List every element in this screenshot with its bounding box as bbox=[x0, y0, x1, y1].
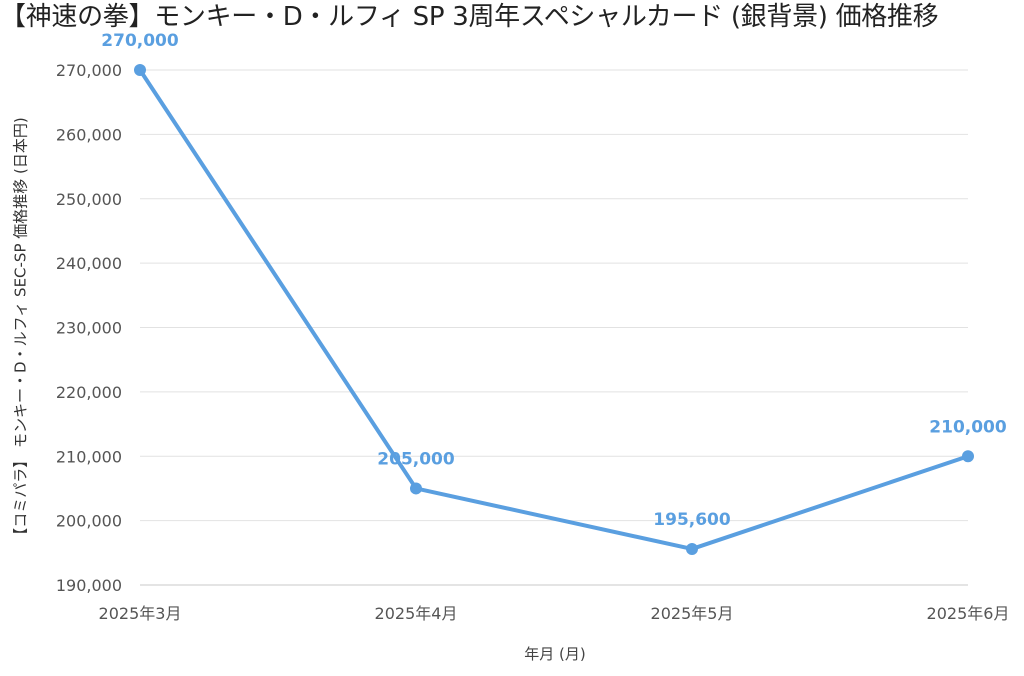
y-tick-label: 260,000 bbox=[56, 125, 122, 144]
data-point[interactable] bbox=[134, 64, 146, 76]
series-line-group bbox=[138, 68, 970, 551]
x-axis-label: 年月 (月) bbox=[524, 645, 586, 663]
x-tick-label: 2025年3月 bbox=[99, 604, 182, 623]
y-tick-label: 200,000 bbox=[56, 512, 122, 531]
y-tick-label: 270,000 bbox=[56, 61, 122, 80]
data-points bbox=[134, 64, 974, 555]
data-label: 270,000 bbox=[101, 31, 179, 51]
data-label: 205,000 bbox=[377, 449, 455, 469]
x-tick-label: 2025年5月 bbox=[651, 604, 734, 623]
y-tick-label: 210,000 bbox=[56, 447, 122, 466]
data-point[interactable] bbox=[410, 482, 422, 495]
y-tick-label: 190,000 bbox=[56, 576, 122, 595]
y-tick-label: 240,000 bbox=[56, 254, 122, 273]
y-tick-label: 220,000 bbox=[56, 383, 122, 402]
chart-title: 【神速の拳】モンキー・D・ルフィ SP 3周年スペシャルカード (銀背景) 価格… bbox=[0, 2, 939, 32]
x-tick-label: 2025年6月 bbox=[927, 604, 1010, 623]
data-label: 210,000 bbox=[929, 417, 1007, 437]
y-tick-label: 230,000 bbox=[56, 319, 122, 338]
data-labels: 270,000 205,000 195,600 210,000 bbox=[101, 31, 1007, 530]
x-tick-label: 2025年4月 bbox=[375, 604, 458, 623]
y-tick-label: 250,000 bbox=[56, 190, 122, 209]
data-label: 195,600 bbox=[653, 510, 731, 530]
series-line bbox=[138, 68, 970, 551]
data-point[interactable] bbox=[686, 542, 698, 555]
x-tick-labels: 2025年3月 2025年4月 2025年5月 2025年6月 bbox=[99, 604, 1010, 623]
data-point[interactable] bbox=[962, 450, 974, 463]
y-tick-labels: 190,000 200,000 210,000 220,000 230,000 240,0… bbox=[56, 61, 122, 595]
grid-lines bbox=[140, 69, 968, 586]
